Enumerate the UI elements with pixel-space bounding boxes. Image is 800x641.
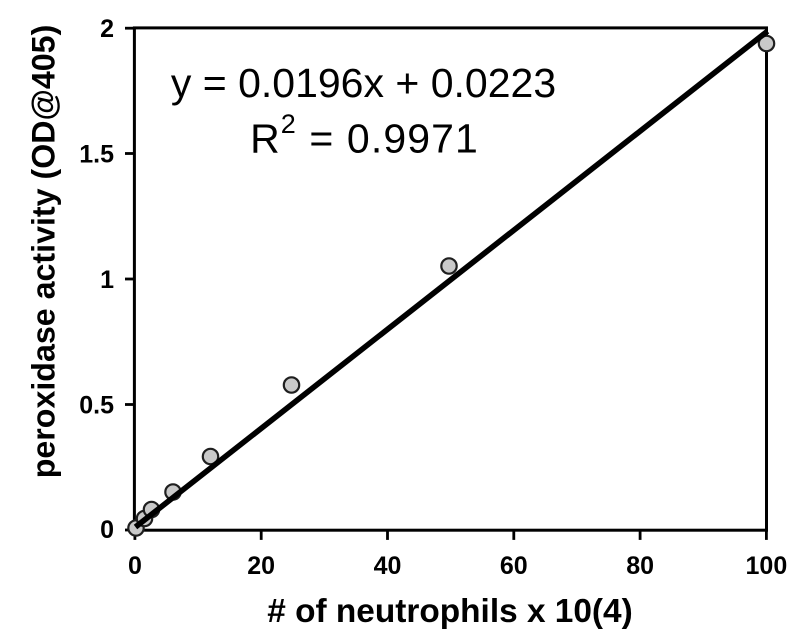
svg-text:y = 0.0196x + 0.0223: y = 0.0196x + 0.0223 <box>171 60 556 106</box>
svg-text:# of neutrophils x 10(4): # of neutrophils x 10(4) <box>267 593 633 630</box>
svg-text:80: 80 <box>626 552 654 580</box>
svg-text:40: 40 <box>374 552 402 580</box>
svg-text:0: 0 <box>100 516 114 544</box>
svg-text:60: 60 <box>500 552 528 580</box>
svg-text:100: 100 <box>746 552 788 580</box>
svg-text:R2 = 0.9971: R2 = 0.9971 <box>250 109 479 162</box>
svg-text:0: 0 <box>128 552 142 580</box>
svg-text:1: 1 <box>100 266 114 294</box>
svg-text:0.5: 0.5 <box>79 391 114 419</box>
svg-text:1.5: 1.5 <box>79 140 114 168</box>
svg-text:peroxidase activity (OD@405): peroxidase activity (OD@405) <box>26 25 62 479</box>
svg-text:2: 2 <box>100 15 114 43</box>
svg-text:20: 20 <box>247 552 275 580</box>
